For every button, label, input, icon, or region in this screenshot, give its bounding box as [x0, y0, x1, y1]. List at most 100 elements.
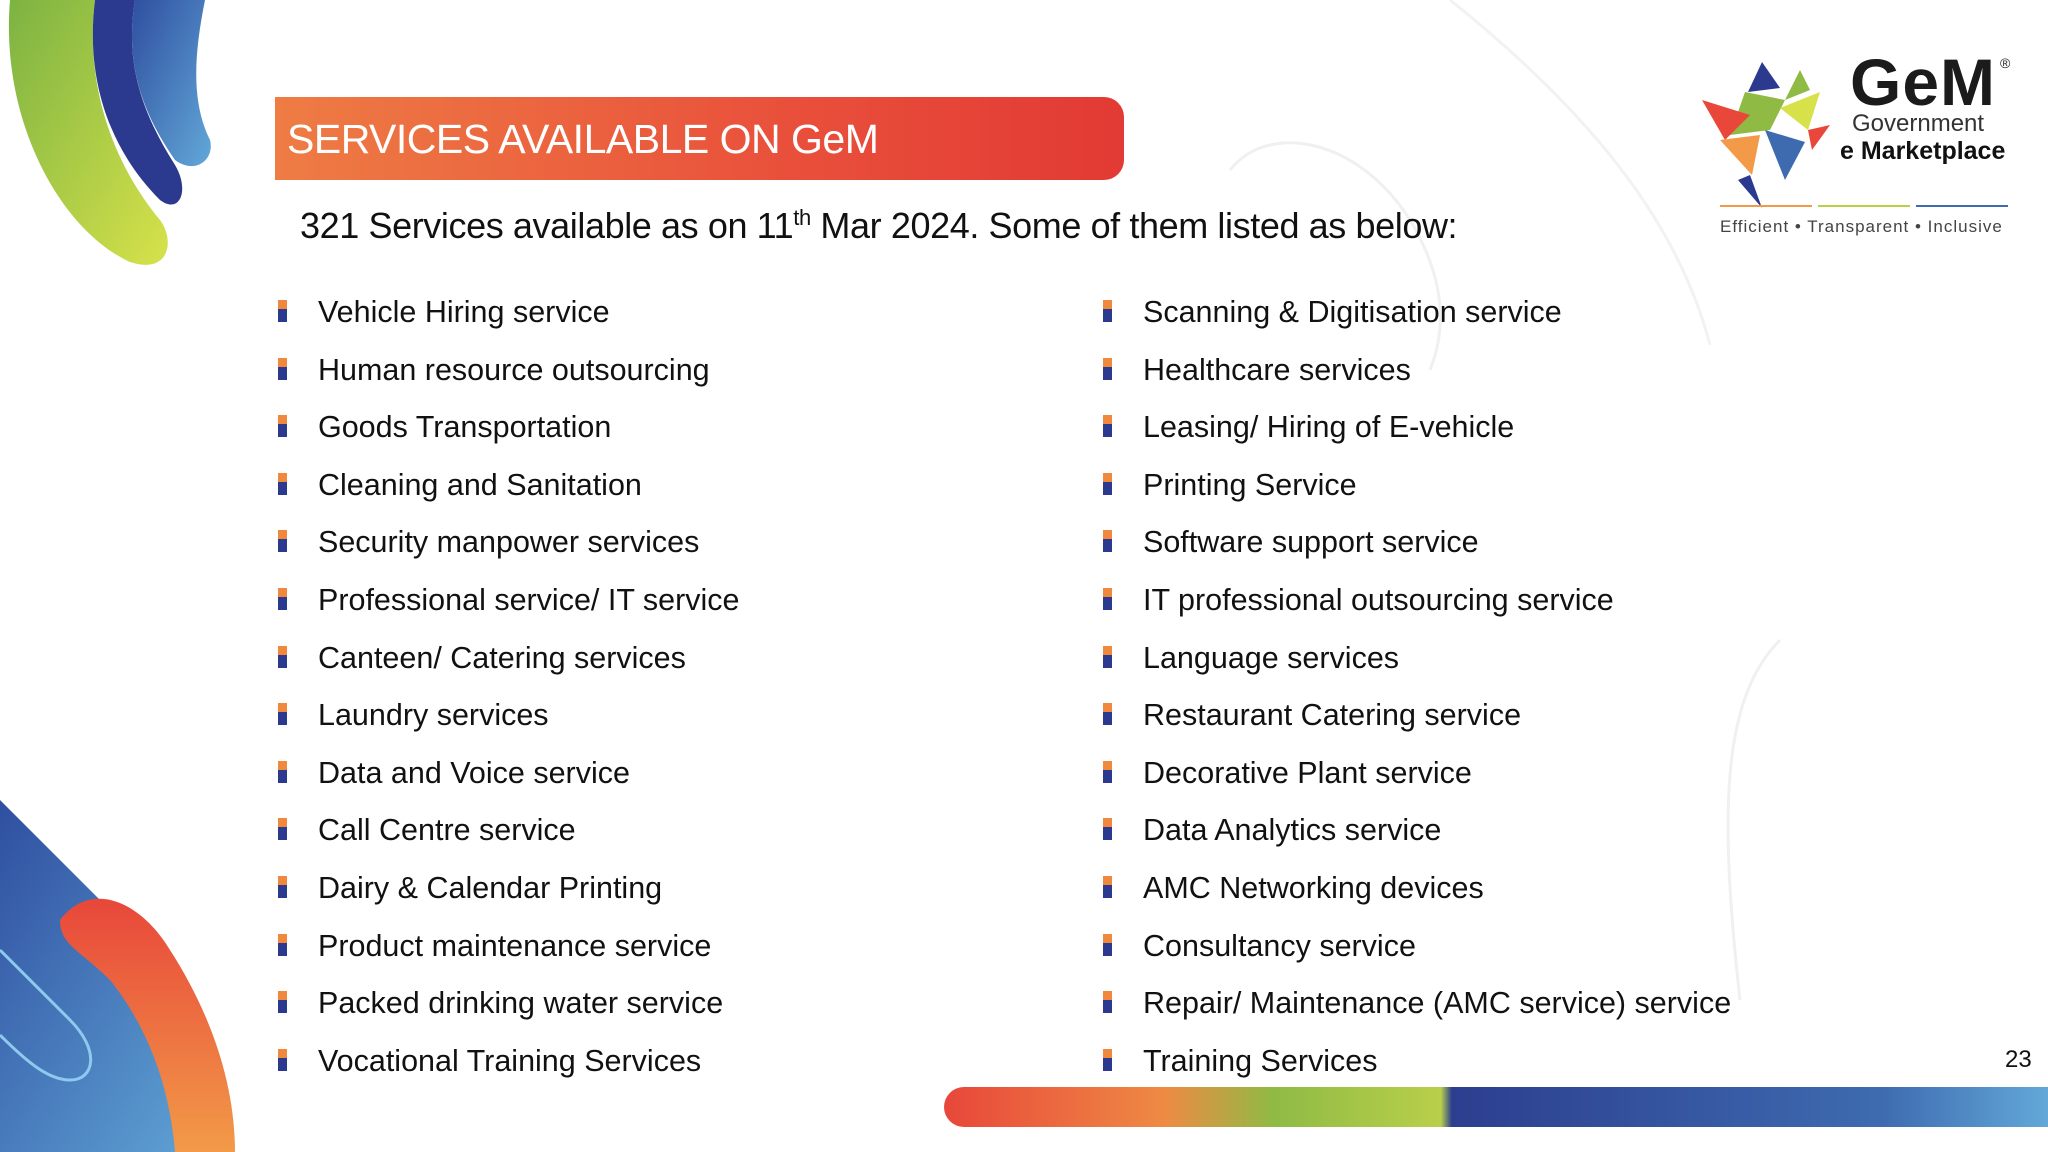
slide-subtitle: 321 Services available as on 11th Mar 20…: [300, 205, 1458, 247]
list-item-text: Call Centre service: [318, 813, 576, 848]
bullet-icon: [278, 875, 287, 898]
list-item: Canteen/ Catering services: [278, 636, 740, 694]
footer-color-bar: [944, 1087, 2048, 1127]
bullet-icon: [1103, 357, 1112, 380]
slide-title: SERVICES AVAILABLE ON GeM: [287, 116, 879, 162]
bullet-icon: [278, 991, 287, 1014]
list-item-text: Leasing/ Hiring of E-vehicle: [1143, 410, 1515, 445]
bullet-icon: [278, 818, 287, 841]
list-item-text: Decorative Plant service: [1143, 755, 1472, 790]
bullet-icon: [1103, 415, 1112, 438]
page-number: 23: [2005, 1046, 2032, 1073]
bullet-icon: [278, 472, 287, 495]
list-item: Goods Transportation: [278, 405, 740, 463]
list-item-text: Healthcare services: [1143, 352, 1411, 387]
list-item: Packed drinking water service: [278, 981, 740, 1039]
list-item-text: Laundry services: [318, 698, 549, 733]
subtitle-superscript: th: [793, 205, 811, 230]
list-item: AMC Networking devices: [1103, 866, 1731, 924]
list-item: Vehicle Hiring service: [278, 290, 740, 348]
logo-divider-orange: [1720, 205, 1812, 207]
bullet-icon: [1103, 1048, 1112, 1071]
subtitle-after: Mar 2024. Some of them listed as below:: [810, 205, 1458, 246]
list-item-text: IT professional outsourcing service: [1143, 582, 1614, 617]
bullet-icon: [278, 933, 287, 956]
list-item-text: Restaurant Catering service: [1143, 698, 1522, 733]
list-item-text: Goods Transportation: [318, 410, 612, 445]
logo-wordmark: GeM: [1850, 45, 1997, 119]
list-item: Data and Voice service: [278, 751, 740, 809]
bullet-icon: [278, 415, 287, 438]
bullet-icon: [1103, 933, 1112, 956]
list-item-text: Cleaning and Sanitation: [318, 467, 642, 502]
list-item-text: Packed drinking water service: [318, 986, 724, 1021]
list-item: Decorative Plant service: [1103, 751, 1731, 809]
bullet-icon: [278, 760, 287, 783]
list-item: Language services: [1103, 636, 1731, 694]
bullet-icon: [1103, 587, 1112, 610]
list-item: Human resource outsourcing: [278, 348, 740, 406]
logo-divider-green: [1818, 205, 1910, 207]
logo-tagline: Efficient • Transparent • Inclusive: [1720, 217, 2003, 236]
bullet-icon: [278, 645, 287, 668]
services-list-left: Vehicle Hiring service Human resource ou…: [278, 290, 740, 1096]
list-item-text: Security manpower services: [318, 525, 700, 560]
list-item: Repair/ Maintenance (AMC service) servic…: [1103, 981, 1731, 1039]
logo-line-government: Government: [1852, 110, 1985, 137]
subtitle-before: 321 Services available as on 11: [300, 205, 794, 246]
registered-mark: ®: [2000, 55, 2011, 71]
bullet-icon: [278, 300, 287, 322]
list-item: Security manpower services: [278, 520, 740, 578]
bullet-icon: [1103, 300, 1112, 322]
list-item: Laundry services: [278, 693, 740, 751]
list-item-text: Data Analytics service: [1143, 813, 1442, 848]
list-item: IT professional outsourcing service: [1103, 578, 1731, 636]
list-item-text: Human resource outsourcing: [318, 352, 710, 387]
logo-line-emarketplace: e Marketplace: [1840, 137, 2006, 165]
list-item: Product maintenance service: [278, 924, 740, 982]
logo-divider-blue: [1916, 205, 2008, 207]
bullet-icon: [1103, 530, 1112, 553]
bullet-icon: [1103, 472, 1112, 495]
bullet-icon: [1103, 875, 1112, 898]
list-item: Dairy & Calendar Printing: [278, 866, 740, 924]
bullet-icon: [278, 357, 287, 380]
bullet-icon: [1103, 703, 1112, 726]
list-item-text: Consultancy service: [1143, 928, 1416, 963]
list-item: Professional service/ IT service: [278, 578, 740, 636]
list-item: Consultancy service: [1103, 924, 1731, 982]
list-item-text: Canteen/ Catering services: [318, 640, 686, 675]
bullet-icon: [278, 587, 287, 610]
bullet-icon: [278, 703, 287, 726]
bullet-icon: [278, 530, 287, 553]
bullet-icon: [278, 1048, 287, 1071]
list-item-text: Product maintenance service: [318, 928, 712, 963]
bullet-icon: [1103, 645, 1112, 668]
services-list-right: Scanning & Digitisation service Healthca…: [1103, 290, 1731, 1096]
list-item: Cleaning and Sanitation: [278, 463, 740, 521]
bullet-icon: [1103, 760, 1112, 783]
list-item-text: Data and Voice service: [318, 755, 630, 790]
list-item-text: Printing Service: [1143, 467, 1357, 502]
list-item-text: Dairy & Calendar Printing: [318, 870, 663, 905]
gem-star-logo-icon: [1702, 62, 1830, 208]
title-banner: [275, 97, 1124, 180]
bullet-icon: [1103, 991, 1112, 1014]
list-item: Healthcare services: [1103, 348, 1731, 406]
list-item: Call Centre service: [278, 808, 740, 866]
list-item-text: Repair/ Maintenance (AMC service) servic…: [1143, 986, 1732, 1021]
list-item-text: Software support service: [1143, 525, 1479, 560]
list-item: Scanning & Digitisation service: [1103, 290, 1731, 348]
list-item: Vocational Training Services: [278, 1039, 740, 1097]
list-item: Software support service: [1103, 520, 1731, 578]
list-item: Data Analytics service: [1103, 808, 1731, 866]
list-item-text: Vocational Training Services: [318, 1043, 702, 1078]
list-item-text: AMC Networking devices: [1143, 870, 1484, 905]
list-item-text: Training Services: [1143, 1043, 1378, 1078]
list-item-text: Professional service/ IT service: [318, 582, 740, 617]
list-item: Leasing/ Hiring of E-vehicle: [1103, 405, 1731, 463]
bullet-icon: [1103, 818, 1112, 841]
list-item-text: Scanning & Digitisation service: [1143, 295, 1562, 329]
